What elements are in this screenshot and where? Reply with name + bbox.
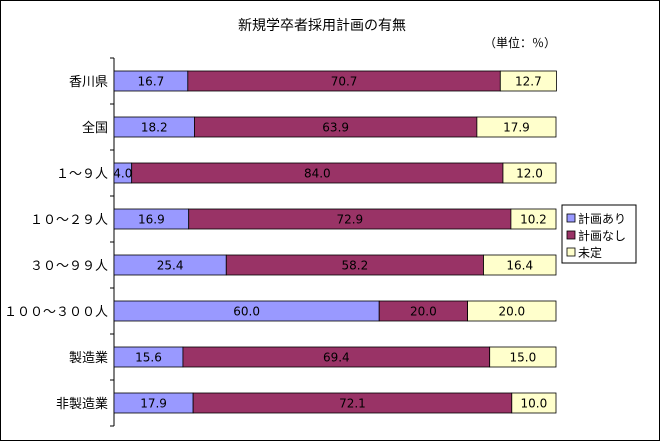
category-label: １～９人 [56, 167, 108, 182]
data-label: 60.0 [233, 305, 260, 319]
data-label: 63.9 [322, 121, 349, 135]
category-label: １０～２９人 [30, 213, 108, 228]
bar-segment [502, 162, 557, 184]
data-label: 17.9 [140, 397, 167, 411]
data-label: 16.7 [138, 75, 165, 89]
bar-segment [483, 254, 557, 276]
unit-note: （単位：％） [484, 35, 556, 50]
bar-segment [499, 70, 557, 92]
data-label: 12.7 [515, 75, 542, 89]
data-label: 25.4 [157, 259, 184, 273]
data-label: 16.4 [506, 259, 533, 273]
data-label: 20.0 [498, 305, 525, 319]
category-label: 非製造業 [56, 396, 108, 412]
data-label: 10.2 [520, 213, 547, 227]
data-label: 16.9 [138, 213, 165, 227]
data-label: 84.0 [304, 167, 331, 181]
data-label: 15.6 [135, 351, 162, 365]
legend-swatch [566, 213, 576, 223]
legend-label: 計画あり [578, 211, 626, 226]
data-label: 70.7 [331, 75, 358, 89]
bar-segment [467, 300, 557, 322]
category-label: ３０～９９人 [30, 259, 108, 274]
data-label: 12.0 [516, 167, 543, 181]
category-label: 製造業 [69, 350, 108, 366]
data-label: 15.0 [509, 351, 536, 365]
data-label: 4.0 [113, 167, 132, 181]
data-label: 20.0 [410, 305, 437, 319]
bar-segment [510, 208, 557, 230]
bar-segment [511, 392, 557, 414]
bar-segment [489, 346, 557, 368]
legend-swatch [566, 247, 576, 257]
legend-label: 未定 [578, 245, 602, 260]
data-label: 58.2 [342, 259, 369, 273]
plot-area: 香川県 16.7 70.7 12.7 全国 18.2 63.9 17.9 １～９人 4.0 84.0… [4, 57, 557, 427]
data-label: 10.0 [521, 397, 548, 411]
data-label: 17.9 [503, 121, 530, 135]
chart-title: 新規学卒者採用計画の有無 [238, 18, 406, 34]
data-label: 72.9 [336, 213, 363, 227]
category-label: １００～３００人 [4, 305, 108, 320]
legend-swatch [566, 230, 576, 240]
data-label: 72.1 [339, 397, 366, 411]
bar-segment [476, 116, 557, 138]
category-label: 全国 [82, 120, 108, 136]
legend-label: 計画なし [578, 228, 626, 243]
data-label: 18.2 [141, 121, 168, 135]
data-label: 69.4 [323, 351, 350, 365]
category-label: 香川県 [69, 75, 108, 90]
